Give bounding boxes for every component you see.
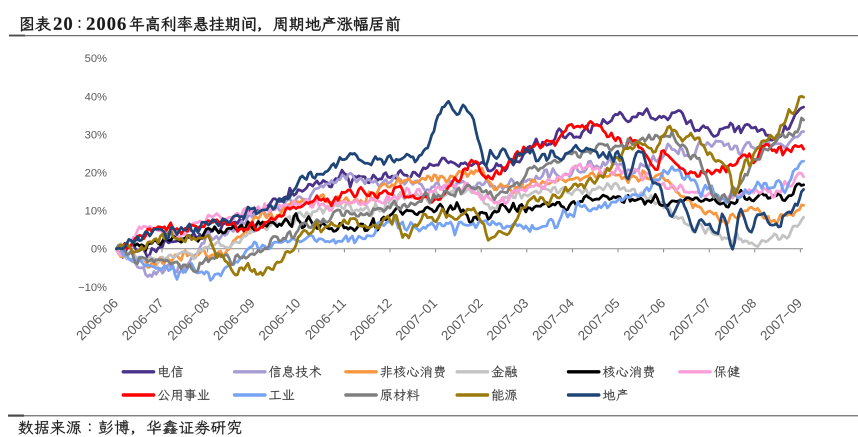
svg-text:10%: 10% xyxy=(85,206,107,218)
svg-text:−10%: −10% xyxy=(78,282,107,294)
svg-text:50%: 50% xyxy=(85,53,107,65)
svg-text:40%: 40% xyxy=(85,91,107,103)
svg-text:0%: 0% xyxy=(91,244,107,256)
svg-text:20%: 20% xyxy=(85,168,107,180)
svg-text:30%: 30% xyxy=(85,129,107,141)
